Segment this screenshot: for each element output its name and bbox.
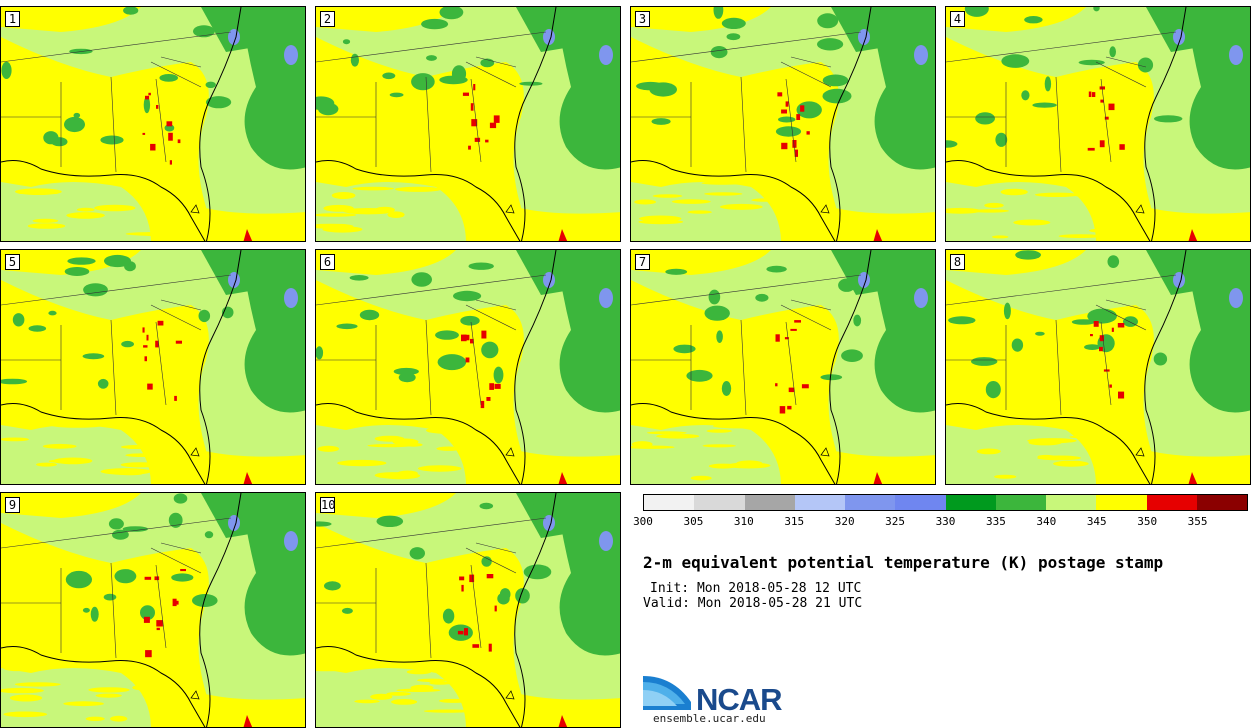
colorbar-tick-label: 345 <box>1086 515 1107 528</box>
colorbar-tick-label: 340 <box>1036 515 1057 528</box>
member-number-label: 4 <box>950 11 965 27</box>
equivalent-potential-temperature-map <box>1 493 305 727</box>
colorbar-tick-label: 355 <box>1187 515 1208 528</box>
equivalent-potential-temperature-map <box>631 250 935 484</box>
equivalent-potential-temperature-map <box>1 250 305 484</box>
colorbar-tick-labels: 300 305 310 315 320 325 330 335 340 345 350 355 <box>633 515 1248 529</box>
colorbar-segment <box>945 495 996 510</box>
logo-text: NCAR <box>696 682 783 717</box>
member-number-label: 6 <box>320 254 335 270</box>
equivalent-potential-temperature-map <box>316 7 620 241</box>
colorbar-segment <box>644 495 695 510</box>
member-panel: 8 <box>945 249 1251 485</box>
member-panel: 3 <box>630 6 936 242</box>
member-number-label: 3 <box>635 11 650 27</box>
logo-url: ensemble.ucar.edu <box>653 712 766 725</box>
member-number-label: 5 <box>5 254 20 270</box>
member-number-label: 9 <box>5 497 20 513</box>
colorbar-segment <box>794 495 845 510</box>
member-panel: 2 <box>315 6 621 242</box>
colorbar-tick-label: 320 <box>834 515 855 528</box>
ncar-logo-icon <box>643 676 691 710</box>
member-number-label: 10 <box>320 497 336 513</box>
equivalent-potential-temperature-map <box>316 493 620 727</box>
equivalent-potential-temperature-map <box>946 250 1250 484</box>
colorbar-segment <box>1146 495 1197 510</box>
colorbar-tick-label: 325 <box>885 515 906 528</box>
plot-title: 2-m equivalent potential temperature (K)… <box>643 553 1164 572</box>
member-panel: 7 <box>630 249 936 485</box>
member-panel: 5 <box>0 249 306 485</box>
colorbar-segment <box>694 495 745 510</box>
colorbar-segment <box>1096 495 1147 510</box>
colorbar-segment <box>845 495 896 510</box>
colorbar-tick-label: 315 <box>784 515 805 528</box>
member-number-label: 1 <box>5 11 20 27</box>
colorbar-segment <box>744 495 795 510</box>
colorbar <box>643 494 1248 511</box>
colorbar-tick-label: 310 <box>733 515 754 528</box>
colorbar-segment <box>895 495 946 510</box>
init-time: Init: Mon 2018-05-28 12 UTC <box>650 581 862 596</box>
member-panel: 10 <box>315 492 621 728</box>
member-panel: 1 <box>0 6 306 242</box>
member-number-label: 8 <box>950 254 965 270</box>
colorbar-segment <box>995 495 1046 510</box>
colorbar-tick-label: 330 <box>935 515 956 528</box>
valid-time: Valid: Mon 2018-05-28 21 UTC <box>643 596 863 611</box>
colorbar-tick-label: 305 <box>683 515 704 528</box>
member-panel: 9 <box>0 492 306 728</box>
member-panel: 4 <box>945 6 1251 242</box>
member-number-label: 2 <box>320 11 335 27</box>
equivalent-potential-temperature-map <box>1 7 305 241</box>
member-panel: 6 <box>315 249 621 485</box>
equivalent-potential-temperature-map <box>631 7 935 241</box>
colorbar-segment <box>1196 495 1247 510</box>
member-number-label: 7 <box>635 254 650 270</box>
colorbar-segment <box>1046 495 1097 510</box>
equivalent-potential-temperature-map <box>316 250 620 484</box>
colorbar-tick-label: 300 <box>633 515 653 528</box>
colorbar-tick-label: 335 <box>985 515 1006 528</box>
colorbar-tick-label: 350 <box>1137 515 1158 528</box>
equivalent-potential-temperature-map <box>946 7 1250 241</box>
